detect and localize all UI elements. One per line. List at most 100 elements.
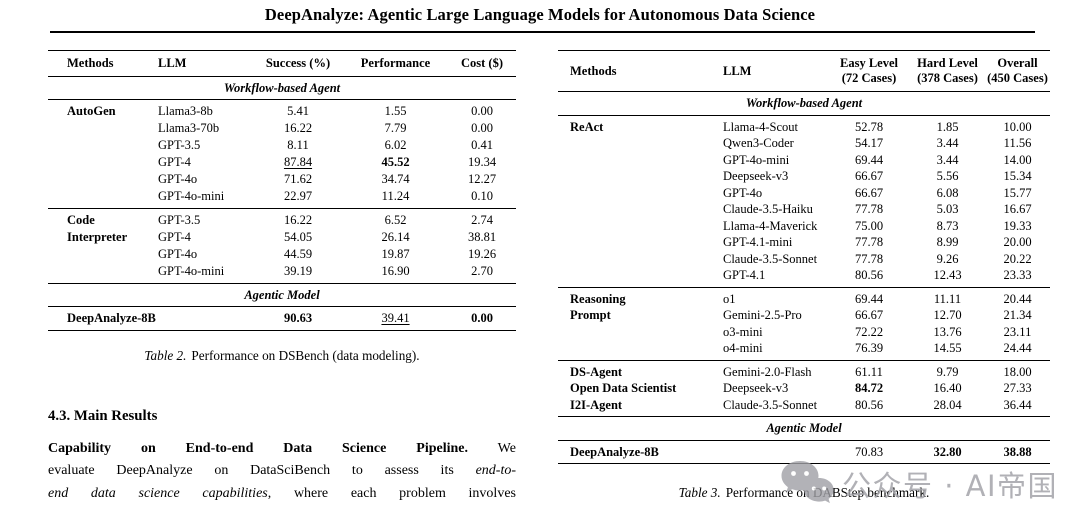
caption-label: Table 3.: [678, 485, 721, 500]
value-cell: 16.40: [933, 381, 962, 395]
value-cell: 84.72: [854, 381, 884, 395]
value-cell: 0.41: [471, 138, 493, 152]
value-cell: 54.05: [283, 230, 313, 244]
llm-cell: Llama-4-Maverick: [723, 218, 818, 233]
value-cell: 7.79: [384, 121, 407, 135]
llm-cell: GPT-3.5: [158, 208, 253, 229]
llm-cell: Gemini-2.5-Pro: [723, 308, 802, 322]
value-cell: 36.44: [1003, 397, 1032, 412]
value-cell: 1.85: [910, 114, 985, 135]
llm-cell: GPT-4o-mini: [158, 264, 225, 278]
paragraph-line: end data science capabilities, where eac…: [48, 483, 516, 505]
value-cell: 23.11: [1003, 324, 1032, 339]
llm-cell: Llama3-8b: [158, 99, 253, 120]
value-cell: 45.52: [381, 155, 410, 169]
value-cell: 16.22: [283, 121, 313, 135]
table-row: AutoGen Llama3-8b 5.41 1.55 0.00: [48, 99, 516, 209]
table-row: GPT-4 87.84 45.52 19.34: [48, 154, 516, 171]
value-cell: 0.00: [448, 306, 516, 331]
value-cell: 5.41: [253, 99, 343, 120]
value-cell: 6.02: [384, 138, 407, 152]
table-row: I2I-Agent Claude-3.5-Sonnet 80.56 28.04 36.4…: [558, 397, 1050, 417]
value-cell: 8.99: [936, 235, 959, 249]
llm-cell: GPT-4o: [158, 172, 198, 186]
value-cell: 2.70: [471, 264, 493, 278]
text-segment: Capability on End-to-end Data Science Pi…: [48, 441, 468, 456]
llm-cell: GPT-4.1: [723, 268, 766, 282]
method-cell: Code Interpreter: [48, 208, 158, 284]
table-row: Gemini-2.5-Pro 66.67 12.70 21.34: [558, 307, 1050, 324]
value-cell: 16.22: [253, 208, 343, 229]
value-cell: 19.26: [467, 247, 497, 261]
table-row: GPT-4o 66.67 6.08 15.77: [558, 185, 1050, 202]
value-cell: 11.11: [910, 286, 985, 307]
value-cell: 19.87: [381, 247, 410, 261]
value-cell: 16.90: [381, 264, 410, 278]
section-label: Workflow-based Agent: [48, 76, 516, 100]
llm-cell: Claude-3.5-Sonnet: [723, 251, 818, 266]
llm-cell: GPT-4o-mini: [723, 152, 790, 167]
llm-cell: [723, 439, 828, 464]
table-row: DeepAnalyze-8B 70.83 32.80 38.88: [558, 439, 1050, 464]
value-cell: 0.00: [471, 121, 493, 135]
llm-cell: Qwen3-Coder: [723, 136, 794, 150]
value-cell: 24.44: [1003, 341, 1032, 355]
llm-cell: o4-mini: [723, 341, 763, 355]
llm-cell: Claude-3.5-Haiku: [723, 202, 813, 216]
value-cell: 80.56: [854, 268, 884, 282]
value-cell: 20.44: [985, 286, 1050, 307]
value-cell: 12.27: [467, 172, 497, 186]
value-cell: 70.83: [828, 439, 910, 464]
page-title: DeepAnalyze: Agentic Large Language Mode…: [264, 5, 816, 24]
table-row: Reasoning Prompt o1 69.44 11.11 20.44: [558, 286, 1050, 360]
table-row: GPT-3.5 8.11 6.02 0.41: [48, 137, 516, 154]
value-cell: 19.33: [1003, 218, 1032, 233]
table-row: Llama3-70b 16.22 7.79 0.00: [48, 120, 516, 137]
section-heading: 4.3. Main Results: [48, 408, 158, 424]
method-cell: ReAct: [558, 114, 723, 287]
section-label-row: Agentic Model: [558, 416, 1050, 440]
llm-cell: GPT-4: [158, 155, 191, 169]
table-row: Llama-4-Maverick 75.00 8.73 19.33: [558, 218, 1050, 235]
value-cell: 54.17: [854, 136, 884, 150]
value-cell: 72.22: [854, 324, 884, 339]
table-row: GPT-4o 71.62 34.74 12.27: [48, 171, 516, 188]
value-cell: 3.44: [936, 136, 959, 150]
table-header-row: Methods LLM Easy Level (72 Cases) Hard Leve…: [558, 51, 1050, 92]
column-header: Overall (450 Cases): [987, 56, 1048, 85]
table-row: Open Data Scientist Deepseek-v3 84.72 16.40…: [558, 380, 1050, 397]
llm-cell: Llama-4-Scout: [723, 114, 828, 135]
table-row: o4-mini 76.39 14.55 24.44: [558, 340, 1050, 360]
table-row: GPT-4o-mini 39.19 16.90 2.70: [48, 263, 516, 284]
table-row: DS-Agent Gemini-2.0-Flash 61.11 9.79 18.00: [558, 359, 1050, 380]
value-cell: 28.04: [933, 397, 962, 412]
method-cell: DeepAnalyze-8B: [558, 439, 723, 464]
method-cell: AutoGen: [48, 99, 158, 209]
value-cell: 0.10: [471, 189, 493, 203]
value-cell: 0.00: [448, 99, 516, 120]
table-row: GPT-4o-mini 69.44 3.44 14.00: [558, 152, 1050, 169]
method-cell: Reasoning Prompt: [558, 286, 723, 360]
body-paragraph: Capability on End-to-end Data Science Pi…: [48, 438, 516, 505]
column-header: Performance: [360, 56, 431, 70]
value-cell: 90.63: [253, 306, 343, 331]
table-row: Claude-3.5-Sonnet 77.78 9.26 20.22: [558, 251, 1050, 268]
value-cell: 6.52: [343, 208, 448, 229]
column-header: LLM: [158, 56, 187, 70]
value-cell: 71.62: [283, 172, 313, 186]
value-cell: 87.84: [283, 155, 313, 169]
value-cell: 44.59: [283, 247, 313, 261]
llm-cell: GPT-4.1-mini: [723, 235, 793, 249]
value-cell: 69.44: [854, 152, 884, 167]
value-cell: 77.78: [854, 202, 884, 216]
left-column: Methods LLM Success (%) Performance Cost ($)…: [48, 50, 516, 505]
llm-cell: GPT-4: [158, 230, 191, 244]
section-label: Agentic Model: [48, 283, 516, 307]
section-label-row: Workflow-based Agent: [48, 76, 516, 100]
value-cell: 75.00: [854, 218, 884, 233]
value-cell: 9.79: [910, 359, 985, 380]
value-cell: 10.00: [985, 114, 1050, 135]
column-header: LLM: [723, 63, 752, 78]
llm-cell: o3-mini: [723, 324, 763, 339]
